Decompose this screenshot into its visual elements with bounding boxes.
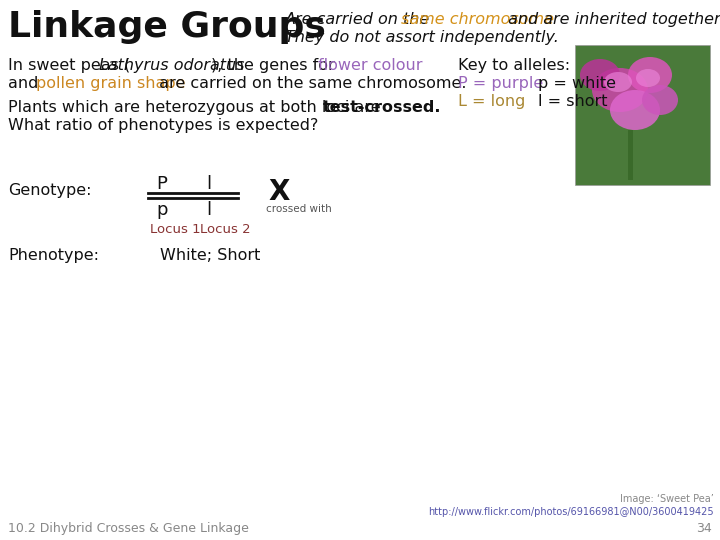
Ellipse shape <box>604 72 632 92</box>
Ellipse shape <box>628 57 672 93</box>
Text: and are inherited together.: and are inherited together. <box>503 12 720 27</box>
Text: Genotype:: Genotype: <box>8 183 91 198</box>
Text: 34: 34 <box>696 522 712 535</box>
Ellipse shape <box>642 85 678 115</box>
Text: White; Short: White; Short <box>160 248 261 263</box>
Ellipse shape <box>636 69 660 87</box>
Text: pollen grain shape: pollen grain shape <box>36 76 186 91</box>
Text: P: P <box>156 175 167 193</box>
Text: and: and <box>8 76 43 91</box>
Text: Locus 2: Locus 2 <box>200 223 251 236</box>
Bar <box>575 45 710 185</box>
Text: p: p <box>156 201 168 219</box>
Text: same chromosome: same chromosome <box>401 12 554 27</box>
Text: flower colour: flower colour <box>318 58 423 73</box>
Text: Locus 1: Locus 1 <box>150 223 201 236</box>
Text: l: l <box>206 201 211 219</box>
Text: 10.2 Dihybrid Crosses & Gene Linkage: 10.2 Dihybrid Crosses & Gene Linkage <box>8 522 249 535</box>
Text: L = long: L = long <box>458 94 526 109</box>
Text: p = white: p = white <box>538 76 616 91</box>
Text: l = short: l = short <box>538 94 608 109</box>
Text: Image: ‘Sweet Pea’: Image: ‘Sweet Pea’ <box>620 494 714 504</box>
Text: Phenotype:: Phenotype: <box>8 248 99 263</box>
Text: What ratio of phenotypes is expected?: What ratio of phenotypes is expected? <box>8 118 318 133</box>
Text: Key to alleles:: Key to alleles: <box>458 58 570 73</box>
Bar <box>628 130 633 180</box>
Text: P = purple: P = purple <box>458 76 544 91</box>
Text: are carried on the same chromosome.: are carried on the same chromosome. <box>154 76 467 91</box>
Text: X: X <box>268 178 289 206</box>
Text: ), the genes for: ), the genes for <box>211 58 340 73</box>
Ellipse shape <box>580 59 620 91</box>
Text: Plants which are heterozygous at both loci are: Plants which are heterozygous at both lo… <box>8 100 386 115</box>
Text: l: l <box>206 175 211 193</box>
Text: http://www.flickr.com/photos/69166981@N00/3600419425: http://www.flickr.com/photos/69166981@N0… <box>428 507 714 517</box>
Ellipse shape <box>610 90 660 130</box>
Ellipse shape <box>592 68 648 112</box>
Text: Linkage Groups: Linkage Groups <box>8 10 326 44</box>
Text: In sweet peas (: In sweet peas ( <box>8 58 130 73</box>
Text: test-crossed.: test-crossed. <box>323 100 441 115</box>
Text: They do not assort independently.: They do not assort independently. <box>285 30 559 45</box>
Text: Are carried on the: Are carried on the <box>285 12 436 27</box>
Text: crossed with: crossed with <box>266 204 332 214</box>
Text: Lathyrus odoratus: Lathyrus odoratus <box>99 58 245 73</box>
